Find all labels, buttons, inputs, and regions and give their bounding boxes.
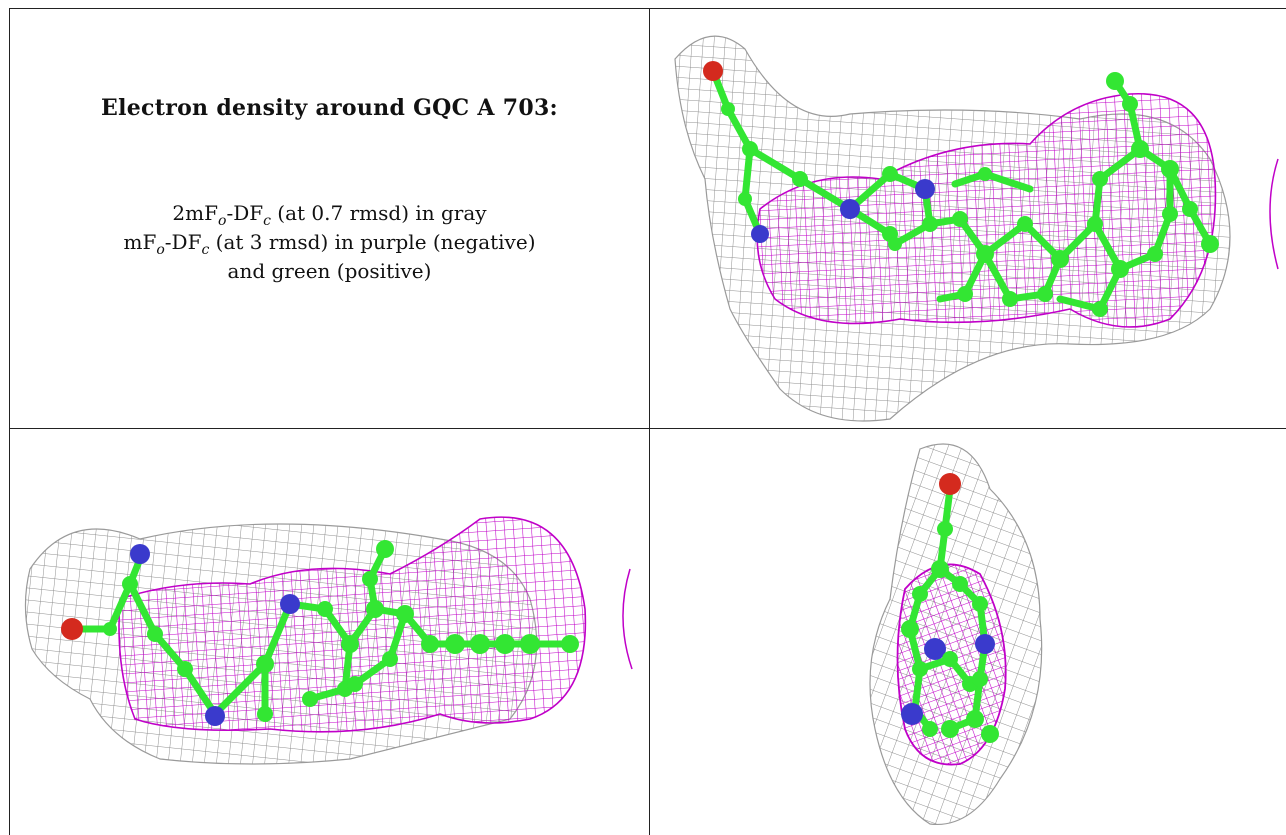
purple-mesh-edge (622, 568, 633, 670)
legend-line-fofc: mFo-DFc (at 3 rmsd) in purple (negative) (123, 230, 536, 258)
ligand-view-bottom-right (650, 429, 1285, 834)
purple-mesh-edge (1269, 158, 1279, 270)
nitrogen-atom (751, 225, 769, 243)
nitrogen-atom (924, 638, 946, 660)
nitrogen-atom (901, 703, 923, 725)
nitrogen-atom (975, 634, 995, 654)
ligand-atoms (703, 61, 1219, 317)
nitrogen-atom (130, 544, 150, 564)
legend-line-colors: and green (positive) (227, 259, 432, 283)
table-border-left (9, 8, 10, 835)
ligand-view-top-right (650, 9, 1285, 427)
density-image-top-right (674, 35, 1279, 422)
map-legend: 2mFo-DFc (at 0.7 rmsd) in gray mFo-DFc (… (10, 199, 649, 286)
nitrogen-atom (840, 199, 860, 219)
purple-mesh (118, 516, 587, 733)
legend-line-2fofc: 2mFo-DFc (at 0.7 rmsd) in gray (172, 201, 487, 229)
description-cell: Electron density around GQC A 703: 2mFo-… (10, 9, 649, 427)
density-image-bottom-left (24, 516, 633, 765)
figure-title: Electron density around GQC A 703: (101, 95, 558, 121)
table-border-row-divider (9, 428, 1286, 429)
table-border-top (9, 8, 1286, 9)
nitrogen-atom (915, 179, 935, 199)
ligand-atoms (61, 540, 579, 726)
density-image-bottom-right (869, 443, 1043, 826)
nitrogen-atom (205, 706, 225, 726)
nitrogen-atom (280, 594, 300, 614)
oxygen-atom (703, 61, 723, 81)
ligand-atoms (901, 473, 999, 743)
oxygen-atom (939, 473, 961, 495)
oxygen-atom (61, 618, 83, 640)
table-border-middle (649, 8, 650, 835)
ligand-view-bottom-left (10, 429, 649, 834)
